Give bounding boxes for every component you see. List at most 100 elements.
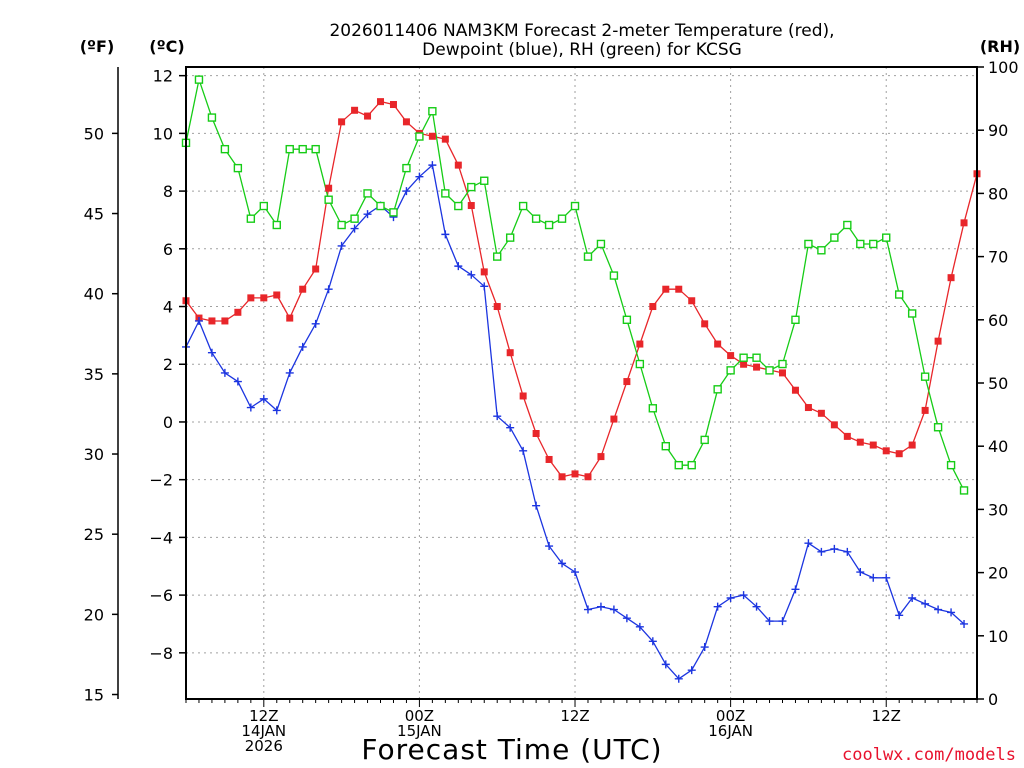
dewpoint-point [519, 446, 528, 455]
rh-point [570, 201, 580, 211]
dewpoint-point [791, 585, 800, 594]
dewpoint-point [882, 573, 891, 582]
dewpoint-point [830, 544, 839, 553]
temperature-point [377, 98, 385, 106]
temperature-point [402, 118, 410, 126]
celsius-unit-label: (ºC) [149, 37, 184, 56]
temperature-point [260, 294, 268, 302]
x-tick-label: 12Z [872, 707, 901, 725]
dewpoint-point [752, 602, 761, 611]
rh-point [402, 163, 411, 173]
dewpoint-point [583, 605, 592, 614]
rh-point [894, 290, 904, 299]
rh-point [674, 460, 683, 470]
temperature-point [843, 432, 851, 440]
dewpoint-point [246, 403, 255, 412]
celsius-tick-label: −4 [149, 528, 173, 547]
dewpoint-point [493, 412, 502, 421]
temperature-point [817, 409, 825, 417]
dewpoint-point [207, 348, 216, 357]
rh-tick-label: 20 [988, 564, 1008, 583]
temperature-point [610, 415, 618, 423]
rh-point [207, 113, 217, 122]
dewpoint-point [739, 591, 748, 600]
dewpoint-point [298, 342, 307, 351]
rh-point [531, 214, 541, 223]
rh-point [557, 214, 567, 223]
rh-point [869, 239, 878, 249]
rh-point [959, 486, 969, 495]
temperature-point [753, 363, 761, 371]
temperature-point [234, 308, 242, 316]
temperature-point [727, 352, 735, 360]
rh-point [830, 233, 839, 242]
x-tick-label: 12Z [249, 707, 278, 725]
dewpoint-point [596, 602, 605, 611]
x-tick-label: 2026 [245, 737, 283, 755]
dewpoint-point [233, 377, 242, 386]
temperature-point [623, 378, 631, 386]
temperature-point [519, 392, 527, 400]
rh-point [882, 233, 891, 242]
dewpoint-point [506, 423, 515, 432]
temperature-point [532, 430, 540, 438]
dewpoint-point [908, 593, 917, 602]
x-tick-label: 16JAN [708, 722, 753, 740]
temperature-point [493, 303, 501, 311]
temperature-point [299, 285, 307, 293]
series-layer [185, 78, 978, 680]
temperature-point [947, 274, 955, 282]
dewpoint-point [648, 637, 657, 646]
temperature-point [791, 386, 799, 394]
fahrenheit-tick-label: 40 [84, 285, 104, 304]
celsius-tick-label: 8 [163, 182, 173, 201]
rh-unit-label: (RH) [980, 37, 1020, 56]
dewpoint-point [402, 187, 411, 196]
rh-tick-label: 50 [988, 374, 1008, 393]
celsius-tick-label: 2 [163, 355, 173, 374]
rh-point [518, 201, 528, 211]
rh-point [648, 404, 658, 413]
dewpoint-point [363, 210, 372, 219]
rh-point [713, 385, 722, 394]
dewpoint-point [428, 161, 437, 170]
temperature-point [312, 265, 320, 273]
rh-point [817, 246, 826, 255]
dewpoint-point [259, 394, 268, 403]
fahrenheit-tick-label: 30 [84, 445, 104, 464]
dewpoint-point [713, 602, 722, 611]
celsius-tick-label: −6 [149, 586, 173, 605]
celsius-tick-label: 12 [153, 67, 173, 86]
x-tick-label: 00Z [405, 707, 434, 725]
x-tick-label: 15JAN [397, 722, 442, 740]
temperature-point [467, 202, 475, 210]
rh-point [609, 271, 619, 280]
plot-frame [185, 66, 978, 700]
rh-point [233, 163, 243, 173]
dewpoint-point [467, 270, 476, 279]
dewpoint-point [960, 619, 969, 628]
rh-point [700, 435, 709, 445]
rh-point [726, 366, 735, 375]
rh-point [337, 220, 346, 230]
celsius-tick-label: 0 [163, 413, 173, 432]
dewpoint-point [700, 643, 709, 652]
rh-tick-label: 10 [988, 627, 1008, 646]
temperature-point [934, 337, 942, 345]
rh-point [350, 214, 359, 223]
rh-point [856, 239, 865, 249]
temperature-point [869, 441, 877, 449]
rh-point [778, 359, 787, 369]
dewpoint-point [558, 559, 567, 568]
temperature-point [688, 297, 696, 305]
rh-point [661, 442, 670, 451]
dewpoint-point [856, 568, 865, 577]
x-tick-label: 12Z [560, 707, 589, 725]
dewpoint-point [454, 262, 463, 271]
dewpoint-point [571, 568, 580, 577]
rh-tick-label: 60 [988, 311, 1008, 330]
rh-point [946, 460, 956, 470]
temperature-point [649, 303, 657, 311]
temperature-point [454, 161, 462, 169]
